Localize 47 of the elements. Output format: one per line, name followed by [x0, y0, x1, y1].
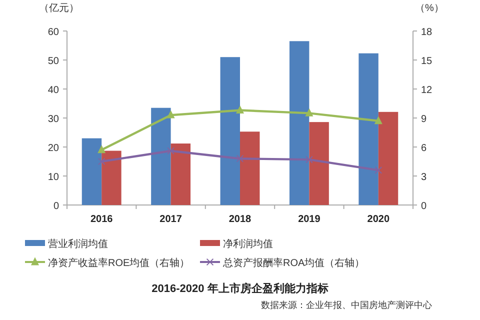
bar: [378, 112, 398, 205]
y2-tick-label: 15: [421, 56, 433, 67]
legend-label: 净利润均值: [223, 238, 273, 250]
x-tick-label: 2019: [298, 214, 321, 225]
y-tick-label: 20: [48, 143, 60, 154]
bar: [289, 41, 310, 205]
y-tick-label: 0: [53, 201, 60, 212]
y-axis-title: （亿元）: [39, 3, 79, 14]
bar: [220, 57, 240, 205]
y2-axis-title: （%）: [415, 3, 444, 14]
point: [167, 110, 174, 118]
point: [306, 108, 313, 116]
y2-tick-label: 3: [421, 172, 427, 183]
bar: [309, 122, 329, 205]
x-tick-label: 2020: [367, 214, 390, 225]
y2-tick-label: 12: [421, 85, 433, 96]
point: [236, 106, 244, 114]
legend-label: 净资产收益率ROE均值（右轴）: [48, 257, 190, 269]
point: [98, 158, 106, 166]
bar: [170, 144, 191, 205]
y2-tick-label: 9: [421, 114, 427, 125]
bar: [82, 138, 102, 205]
x-tick-label: 2016: [90, 214, 114, 225]
point: [236, 154, 244, 162]
source-note: 数据来源：企业年报、中国房地产测评中心: [261, 300, 432, 310]
x-tick-label: 2017: [160, 214, 182, 225]
y2-tick-label: 0: [421, 201, 427, 212]
legend-label: 营业利润均值: [48, 238, 108, 250]
legend-label: 总资产报酬率ROA均值（右轴）: [222, 257, 365, 269]
text: 2016-2020 年上市房企盈利能力指标: [152, 282, 328, 295]
point: [306, 156, 313, 164]
point: [374, 166, 382, 174]
bar: [358, 53, 378, 205]
x-tick-label: 2018: [228, 214, 252, 225]
point: [167, 147, 174, 155]
y-tick-label: 60: [48, 27, 60, 38]
bar: [102, 150, 122, 205]
y2-tick-label: 18: [421, 27, 433, 38]
y-tick-label: 50: [48, 56, 60, 67]
point: [374, 116, 382, 124]
bar: [240, 132, 260, 205]
y-tick-label: 10: [48, 172, 60, 183]
y-tick-label: 30: [48, 114, 60, 125]
bar: [151, 108, 171, 205]
y-tick-label: 40: [48, 85, 60, 96]
point: [98, 146, 106, 154]
y2-tick-label: 6: [421, 143, 427, 154]
